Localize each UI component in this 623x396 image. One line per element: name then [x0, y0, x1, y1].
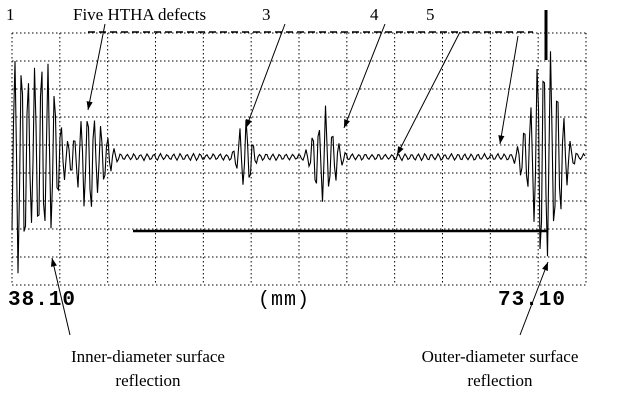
arrow-defect-1: [87, 23, 106, 111]
arrow-outer-reflection: [519, 261, 549, 336]
defect-marker-3: 3: [262, 5, 271, 24]
defect-marker-4: 4: [370, 5, 379, 24]
arrow-defect-5-head: [397, 146, 404, 155]
arrow-defect-1-head: [86, 101, 93, 110]
x-axis-label: (mm): [258, 289, 310, 312]
arrow-inner-reflection-head: [50, 258, 57, 267]
defects-label: Five HTHA defects: [73, 5, 206, 24]
inner-reflection-caption-line2: reflection: [115, 371, 181, 390]
inner-reflection-caption-line1: Inner-diameter surface: [71, 347, 225, 366]
x-tick-label-end: 73.10: [498, 289, 566, 312]
arrow-defect-4: [343, 23, 386, 129]
x-tick-label-start: 38.10: [8, 289, 76, 312]
annotation-arrows: [50, 23, 549, 336]
defect-marker-1: 1: [6, 5, 15, 24]
ascan-waveform: [11, 51, 586, 274]
defect-marker-5: 5: [426, 5, 435, 24]
arrow-defect-3: [245, 23, 286, 129]
arrow-inner-reflection: [51, 257, 71, 336]
arrow-defect-3-head: [246, 119, 252, 128]
arrow-defect-5: [396, 31, 461, 156]
arrow-defect-5b-head: [498, 135, 505, 144]
plot-grid: [11, 32, 587, 286]
outer-reflection-caption-line2: reflection: [467, 371, 533, 390]
outer-reflection-caption-line1: Outer-diameter surface: [422, 347, 579, 366]
arrow-defect-4-head: [344, 119, 350, 128]
arrow-defect-5b: [499, 35, 519, 145]
arrow-outer-reflection-head: [542, 262, 548, 271]
